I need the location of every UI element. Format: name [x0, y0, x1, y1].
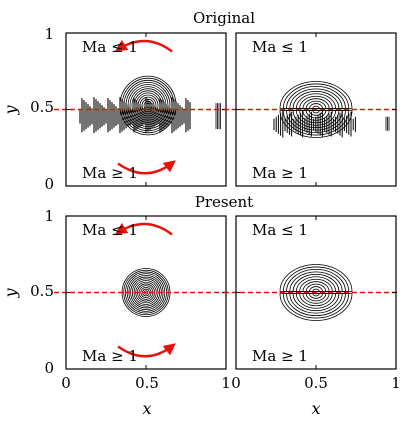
contour-line: [282, 83, 350, 109]
panel-original-right: Ma ≤ 1 Ma ≥ 1: [224, 32, 398, 187]
contour-line: [289, 271, 343, 292]
mach-label-upper: Ma ≤ 1: [82, 38, 138, 56]
contour-line: [302, 110, 330, 121]
xtick-label: 1: [391, 374, 401, 392]
ytick-label: 0: [44, 175, 54, 193]
contour-line: [289, 88, 343, 109]
contour-line: [295, 293, 337, 309]
contour-line: [279, 110, 353, 138]
contour-line: [279, 264, 353, 292]
row-title-present: Present: [195, 193, 253, 211]
contour-line: [305, 293, 327, 302]
mach-label-lower: Ma ≥ 1: [82, 164, 138, 182]
contour-line: [302, 281, 330, 292]
ytick-label: 0.5: [30, 282, 54, 300]
ytick-label: 0: [44, 359, 54, 377]
xlabel-right: x: [311, 399, 320, 418]
contour-line: [289, 293, 343, 314]
mach-label-upper: Ma ≤ 1: [252, 38, 308, 56]
row-title-original: Original: [193, 9, 255, 27]
contour-line: [299, 278, 333, 292]
xtick-labels-left: 0 0.5 1: [61, 374, 231, 392]
xtick-label: 1: [221, 374, 231, 392]
contour-line: [295, 93, 337, 109]
contour-line: [282, 266, 350, 292]
contour-line: [292, 90, 340, 109]
ylabel-bottom: y: [1, 288, 20, 299]
contour-line: [286, 86, 346, 109]
panel-original-left: Ma ≤ 1 Ma ≥ 1: [54, 32, 228, 187]
mach-label-upper: Ma ≤ 1: [82, 221, 138, 239]
mach-label-lower: Ma ≥ 1: [252, 164, 308, 182]
ytick-labels-top: 1 0.5 0: [30, 25, 54, 193]
ylabel-top: y: [1, 105, 20, 116]
contour-line: [302, 98, 330, 109]
xtick-label: 0.5: [135, 374, 159, 392]
ytick-label: 1: [44, 25, 54, 43]
rotation-arrow-bottom: [117, 160, 176, 175]
contour-line: [279, 293, 353, 321]
mach-label-upper: Ma ≤ 1: [252, 221, 308, 239]
contour-line: [305, 100, 327, 109]
ytick-labels-bottom: 1 0.5 0: [30, 207, 54, 377]
xtick-label: 0.5: [304, 374, 328, 392]
xtick-labels-right: 0 0.5 1: [231, 374, 401, 392]
rotation-arrow-top: [114, 39, 173, 53]
contour-line: [282, 110, 350, 136]
contour-line: [299, 95, 333, 109]
contour-line: [282, 293, 350, 319]
xtick-label: 0: [231, 374, 241, 392]
xlabel-left: x: [142, 399, 151, 418]
contour-line: [286, 269, 346, 292]
contour-line: [292, 273, 340, 292]
ytick-label: 1: [44, 207, 54, 225]
contour-line: [305, 283, 327, 292]
contour-line: [305, 110, 327, 119]
contour-line: [299, 293, 333, 307]
contour-line: [279, 81, 353, 109]
contour-line: [286, 293, 346, 316]
contour-line: [295, 276, 337, 292]
contour-line: [302, 293, 330, 304]
contour-line: [292, 293, 340, 312]
rotation-arrow-top: [114, 222, 173, 236]
mach-label-lower: Ma ≥ 1: [252, 347, 308, 365]
xtick-label: 0: [61, 374, 71, 392]
mach-label-lower: Ma ≥ 1: [82, 347, 138, 365]
panel-present-right: Ma ≤ 1 Ma ≥ 1: [224, 215, 398, 370]
rotation-arrow-bottom: [117, 343, 176, 358]
panel-present-left: Ma ≤ 1 Ma ≥ 1: [54, 215, 228, 370]
ytick-label: 0.5: [30, 98, 54, 116]
